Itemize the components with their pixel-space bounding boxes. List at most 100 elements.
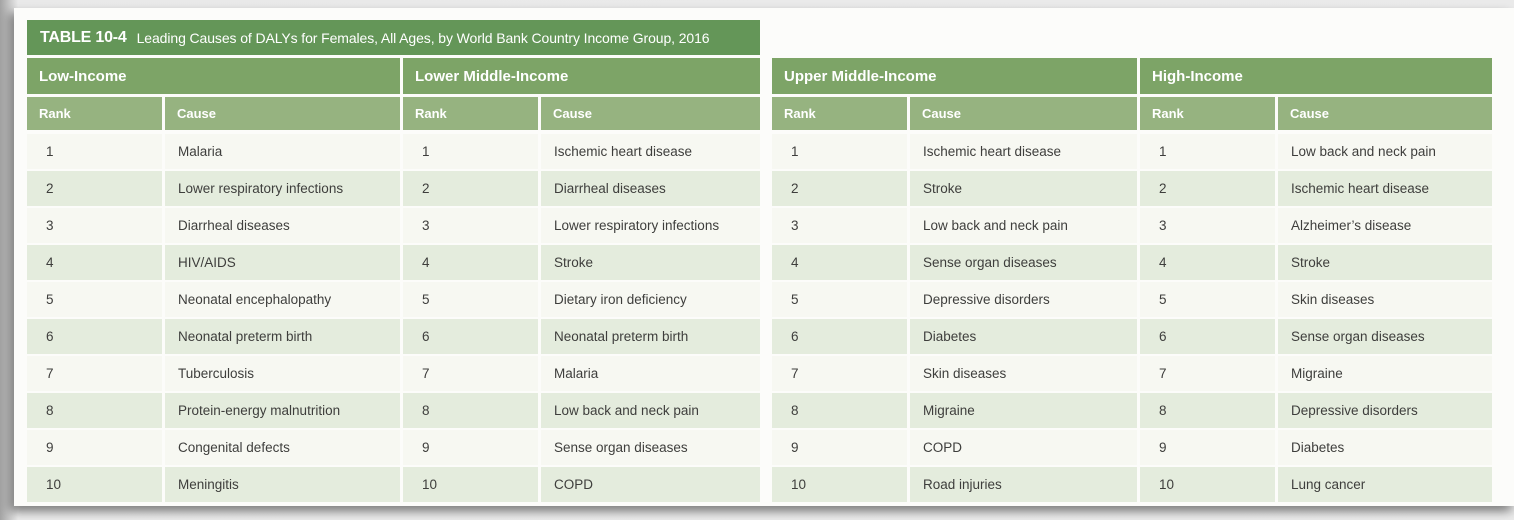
column-header-rank: Rank xyxy=(27,97,162,130)
cause-cell: Sense organ diseases xyxy=(541,430,760,465)
rank-cell: 6 xyxy=(403,319,538,354)
cause-cell: Neonatal encephalopathy xyxy=(165,282,400,317)
column-header-rank: Rank xyxy=(403,97,538,130)
column-header-cause: Cause xyxy=(1278,97,1492,130)
rank-cell: 2 xyxy=(27,171,162,206)
rank-cell: 2 xyxy=(403,171,538,206)
cause-cell: Malaria xyxy=(165,134,400,169)
group-header-upper-middle-income: Upper Middle-Income xyxy=(772,58,1137,94)
rank-cell: 10 xyxy=(403,467,538,502)
group-header-lower-middle-income: Lower Middle-Income xyxy=(403,58,760,94)
group-header-high-income: High-Income xyxy=(1140,58,1492,94)
rank-cell: 4 xyxy=(772,245,907,280)
cause-cell: Tuberculosis xyxy=(165,356,400,391)
rank-cell: 1 xyxy=(27,134,162,169)
cause-cell: Stroke xyxy=(541,245,760,280)
cause-cell: Congenital defects xyxy=(165,430,400,465)
cause-cell: Diabetes xyxy=(910,319,1137,354)
column-header-cause: Cause xyxy=(165,97,400,130)
group-header-low-income: Low-Income xyxy=(27,58,400,94)
rank-cell: 3 xyxy=(403,208,538,243)
rank-cell: 7 xyxy=(403,356,538,391)
cause-cell: Diarrheal diseases xyxy=(165,208,400,243)
cause-cell: Dietary iron deficiency xyxy=(541,282,760,317)
rank-cell: 1 xyxy=(772,134,907,169)
cause-cell: Skin diseases xyxy=(910,356,1137,391)
rank-cell: 1 xyxy=(403,134,538,169)
column-header-rank: Rank xyxy=(1140,97,1275,130)
column-header-cause: Cause xyxy=(910,97,1137,130)
rank-cell: 6 xyxy=(27,319,162,354)
cause-cell: Skin diseases xyxy=(1278,282,1492,317)
rank-cell: 10 xyxy=(772,467,907,502)
rank-cell: 6 xyxy=(1140,319,1275,354)
cause-cell: Lower respiratory infections xyxy=(541,208,760,243)
cause-cell: Low back and neck pain xyxy=(910,208,1137,243)
rank-cell: 6 xyxy=(772,319,907,354)
rank-cell: 9 xyxy=(772,430,907,465)
cause-cell: COPD xyxy=(541,467,760,502)
cause-cell: Stroke xyxy=(1278,245,1492,280)
group-table-grid: Rank Cause 1 Ischemic heart disease 2 Strok… xyxy=(772,97,1137,502)
page-panel: TABLE 10-4 Leading Causes of DALYs for F… xyxy=(14,8,1514,506)
group-table-grid: Rank Cause 1 Ischemic heart disease 2 Diarr… xyxy=(403,97,760,502)
column-header-rank: Rank xyxy=(772,97,907,130)
table-number-label: TABLE 10-4 xyxy=(40,28,127,46)
rank-cell: 8 xyxy=(1140,393,1275,428)
cause-cell: Depressive disorders xyxy=(910,282,1137,317)
rank-cell: 10 xyxy=(27,467,162,502)
cause-cell: Low back and neck pain xyxy=(1278,134,1492,169)
rank-cell: 3 xyxy=(1140,208,1275,243)
cause-cell: Ischemic heart disease xyxy=(1278,171,1492,206)
rank-cell: 4 xyxy=(403,245,538,280)
cause-cell: Protein-energy malnutrition xyxy=(165,393,400,428)
rank-cell: 4 xyxy=(1140,245,1275,280)
income-group-table-low-income: Low-Income Rank Cause 1 Malaria 2 Lower res… xyxy=(27,58,400,502)
column-header-cause: Cause xyxy=(541,97,760,130)
cause-cell: Meningitis xyxy=(165,467,400,502)
cause-cell: Neonatal preterm birth xyxy=(541,319,760,354)
table-title-bar: TABLE 10-4 Leading Causes of DALYs for F… xyxy=(27,20,760,55)
rank-cell: 9 xyxy=(27,430,162,465)
cause-cell: Diarrheal diseases xyxy=(541,171,760,206)
cause-cell: Low back and neck pain xyxy=(541,393,760,428)
income-group-table-high-income: High-Income Rank Cause 1 Low back and nec… xyxy=(1140,58,1492,502)
income-group-tables: Low-Income Rank Cause 1 Malaria 2 Lower res… xyxy=(27,58,1492,502)
group-table-grid: Rank Cause 1 Malaria 2 Lower respiratory in… xyxy=(27,97,400,502)
cause-cell: Sense organ diseases xyxy=(1278,319,1492,354)
cause-cell: Malaria xyxy=(541,356,760,391)
cause-cell: Migraine xyxy=(910,393,1137,428)
rank-cell: 5 xyxy=(772,282,907,317)
group-table-grid: Rank Cause 1 Low back and neck pain 2 Ische… xyxy=(1140,97,1492,502)
rank-cell: 9 xyxy=(1140,430,1275,465)
cause-cell: Ischemic heart disease xyxy=(910,134,1137,169)
cause-cell: Migraine xyxy=(1278,356,1492,391)
rank-cell: 5 xyxy=(403,282,538,317)
rank-cell: 7 xyxy=(27,356,162,391)
cause-cell: Diabetes xyxy=(1278,430,1492,465)
table-title-text: Leading Causes of DALYs for Females, All… xyxy=(136,29,710,46)
cause-cell: Road injuries xyxy=(910,467,1137,502)
rank-cell: 9 xyxy=(403,430,538,465)
rank-cell: 10 xyxy=(1140,467,1275,502)
income-group-table-lower-middle-income: Lower Middle-Income Rank Cause 1 Ischemic… xyxy=(403,58,760,502)
cause-cell: Lower respiratory infections xyxy=(165,171,400,206)
rank-cell: 7 xyxy=(772,356,907,391)
rank-cell: 8 xyxy=(772,393,907,428)
rank-cell: 2 xyxy=(772,171,907,206)
cause-cell: Alzheimer’s disease xyxy=(1278,208,1492,243)
cause-cell: HIV/AIDS xyxy=(165,245,400,280)
cause-cell: Depressive disorders xyxy=(1278,393,1492,428)
income-group-table-upper-middle-income: Upper Middle-Income Rank Cause 1 Ischemic… xyxy=(772,58,1137,502)
rank-cell: 8 xyxy=(27,393,162,428)
rank-cell: 7 xyxy=(1140,356,1275,391)
rank-cell: 3 xyxy=(27,208,162,243)
cause-cell: Sense organ diseases xyxy=(910,245,1137,280)
cause-cell: Ischemic heart disease xyxy=(541,134,760,169)
rank-cell: 2 xyxy=(1140,171,1275,206)
rank-cell: 5 xyxy=(1140,282,1275,317)
cause-cell: Neonatal preterm birth xyxy=(165,319,400,354)
rank-cell: 8 xyxy=(403,393,538,428)
cause-cell: COPD xyxy=(910,430,1137,465)
